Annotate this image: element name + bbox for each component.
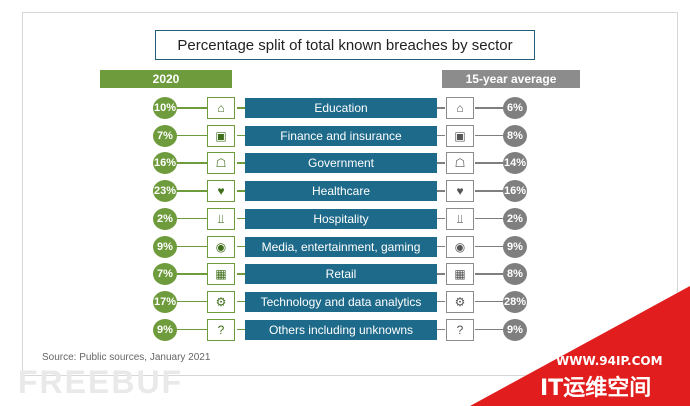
connector-line	[437, 273, 445, 275]
connector-line	[177, 245, 207, 247]
value-2020: 9%	[153, 235, 177, 258]
government-building-icon: ☖	[446, 152, 474, 175]
connector-line	[177, 273, 207, 275]
question-mark-icon: ?	[207, 318, 235, 341]
connector-line	[237, 328, 245, 331]
sector-label: Hospitality	[245, 208, 437, 229]
sector-row: 23% ♥ Healthcare ♥ 16%	[0, 180, 690, 203]
chart-title: Percentage split of total known breaches…	[155, 30, 535, 60]
robot-icon: ⚙	[207, 290, 235, 313]
heart-pulse-icon: ♥	[446, 180, 474, 203]
connector-line	[177, 107, 207, 109]
sector-label: Finance and insurance	[245, 125, 437, 146]
sector-row: 7% ▦ Retail ▦ 8%	[0, 263, 690, 286]
sector-row: 16% ☖ Government ☖ 14%	[0, 152, 690, 175]
sector-label: Others including unknowns	[245, 319, 437, 340]
bed-icon: ⫫	[446, 207, 474, 230]
connector-line	[177, 134, 207, 137]
gamepad-icon: ◉	[207, 235, 235, 258]
connector-line	[475, 328, 503, 331]
connector-line	[237, 134, 245, 137]
sector-label: Technology and data analytics	[245, 291, 437, 312]
bed-icon: ⫫	[207, 207, 235, 230]
value-15-year-average: 8%	[503, 124, 527, 147]
shopping-cart-icon: ▦	[446, 263, 474, 286]
sector-label: Government	[245, 153, 437, 174]
connector-line	[437, 190, 445, 192]
connector-line	[437, 217, 445, 220]
robot-icon: ⚙	[446, 290, 474, 313]
connector-line	[177, 162, 207, 164]
value-15-year-average: 6%	[503, 97, 527, 119]
connector-line	[475, 245, 503, 247]
cash-icon: ▣	[207, 124, 235, 147]
value-15-year-average: 14%	[503, 152, 527, 175]
freebuf-watermark: FREEBUF	[18, 364, 184, 400]
connector-line	[177, 190, 207, 192]
column-header-15-year-average: 15-year average	[442, 70, 580, 88]
value-15-year-average: 9%	[503, 318, 527, 341]
source-note: Source: Public sources, January 2021	[42, 352, 211, 363]
connector-line	[475, 162, 503, 164]
watermark-site-name: IT运维空间	[540, 376, 652, 401]
connector-line	[237, 107, 245, 109]
connector-line	[177, 300, 207, 303]
sector-label: Healthcare	[245, 181, 437, 202]
connector-line	[177, 217, 207, 220]
sector-row: 7% ▣ Finance and insurance ▣ 8%	[0, 124, 690, 147]
sector-row: 17% ⚙ Technology and data analytics ⚙ 28%	[0, 290, 690, 313]
value-15-year-average: 9%	[503, 235, 527, 258]
value-2020: 10%	[153, 97, 177, 119]
sector-row: 2% ⫫ Hospitality ⫫ 2%	[0, 207, 690, 230]
value-2020: 23%	[153, 180, 177, 203]
connector-line	[437, 245, 445, 247]
connector-line	[237, 162, 245, 164]
shopping-cart-icon: ▦	[207, 263, 235, 286]
graduation-cap-icon: ⌂	[207, 97, 235, 119]
government-building-icon: ☖	[207, 152, 235, 175]
cash-icon: ▣	[446, 124, 474, 147]
gamepad-icon: ◉	[446, 235, 474, 258]
connector-line	[237, 273, 245, 275]
value-2020: 7%	[153, 124, 177, 147]
value-2020: 2%	[153, 207, 177, 230]
sector-label: Education	[245, 98, 437, 118]
heart-pulse-icon: ♥	[207, 180, 235, 203]
value-2020: 17%	[153, 290, 177, 313]
connector-line	[437, 134, 445, 137]
connector-line	[177, 328, 207, 331]
sector-row: 10% ⌂ Education ⌂ 6%	[0, 97, 690, 119]
connector-line	[475, 300, 503, 303]
sector-row: 9%? Others including unknowns? 9%	[0, 318, 690, 341]
connector-line	[237, 300, 245, 303]
value-2020: 9%	[153, 318, 177, 341]
value-15-year-average: 8%	[503, 263, 527, 286]
connector-line	[437, 107, 445, 109]
connector-line	[237, 190, 245, 192]
value-2020: 7%	[153, 263, 177, 286]
connector-line	[475, 107, 503, 109]
connector-line	[437, 328, 445, 331]
graduation-cap-icon: ⌂	[446, 97, 474, 119]
connector-line	[475, 217, 503, 220]
watermark-url: WWW.94IP.COM	[556, 354, 663, 368]
connector-line	[475, 273, 503, 275]
connector-line	[437, 162, 445, 164]
question-mark-icon: ?	[446, 318, 474, 341]
connector-line	[237, 217, 245, 220]
connector-line	[437, 300, 445, 303]
sector-label: Retail	[245, 264, 437, 285]
connector-line	[237, 245, 245, 247]
sector-label: Media, entertainment, gaming	[245, 236, 437, 257]
value-2020: 16%	[153, 152, 177, 175]
connector-line	[475, 190, 503, 192]
value-15-year-average: 16%	[503, 180, 527, 203]
value-15-year-average: 2%	[503, 207, 527, 230]
connector-line	[475, 134, 503, 137]
value-15-year-average: 28%	[503, 290, 527, 313]
sector-row: 9% ◉ Media, entertainment, gaming ◉ 9%	[0, 235, 690, 258]
column-header-2020: 2020	[100, 70, 232, 88]
